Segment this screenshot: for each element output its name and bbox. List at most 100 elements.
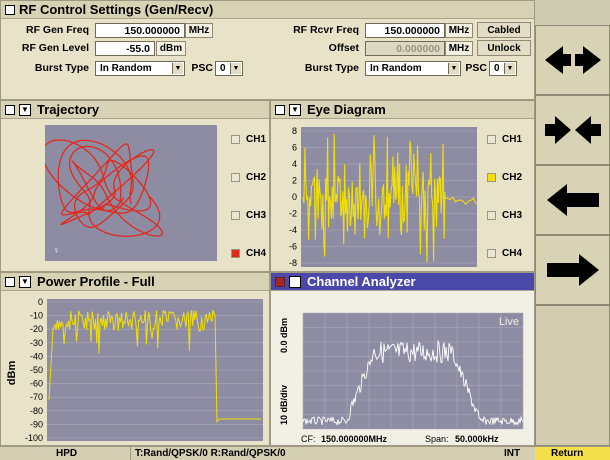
psc-dropdown[interactable]: 0 ▼ <box>215 61 243 76</box>
channel-label: CH1 <box>502 134 523 145</box>
rcvr-psc-dropdown[interactable]: 0 ▼ <box>489 61 517 76</box>
spectrum-ylabel-scale: 10 dB/div <box>279 385 289 425</box>
power-y-tick: -10 <box>30 311 43 321</box>
burst-type-dropdown[interactable]: In Random ▼ <box>95 61 185 76</box>
eye-diagram-panel: ▼ Eye Diagram 8 6 4 2 0 -2 -4 -6 -8 CH1 CH2 CH3 CH4 <box>270 100 535 272</box>
eye-y-tick: -4 <box>289 225 297 235</box>
panel-select-checkbox[interactable] <box>275 104 285 115</box>
trajectory-channel-ch4[interactable]: CH4 <box>231 248 266 259</box>
channel-checkbox[interactable] <box>231 135 240 144</box>
power-y-tick: -40 <box>30 351 43 361</box>
power-profile-title: Power Profile - Full <box>37 274 155 289</box>
channel-checkbox[interactable] <box>487 173 496 182</box>
left-arrow-icon <box>546 184 599 216</box>
eye-y-tick: -2 <box>289 209 297 219</box>
chevron-down-icon[interactable]: ▼ <box>289 275 301 288</box>
chevron-down-icon[interactable]: ▼ <box>19 103 31 116</box>
power-y-tick: -30 <box>30 338 43 348</box>
power-y-tick: -60 <box>30 379 43 389</box>
chevron-down-icon[interactable]: ▼ <box>19 275 31 288</box>
side-button-converge[interactable] <box>535 95 610 165</box>
unlock-button[interactable]: Unlock <box>477 40 531 56</box>
trajectory-channel-ch2[interactable]: CH2 <box>231 172 266 183</box>
eye-channel-ch2[interactable]: CH2 <box>487 172 522 183</box>
trajectory-channel-ch1[interactable]: CH1 <box>231 134 266 145</box>
burst-type-value: In Random <box>100 63 152 74</box>
channel-label: CH3 <box>502 210 523 221</box>
gen-level-field[interactable]: -55.0 <box>95 41 155 56</box>
side-button-left-right[interactable] <box>535 25 610 95</box>
eye-diagram-title: Eye Diagram <box>307 102 386 117</box>
status-config: T:Rand/QPSK/0 R:Rand/QPSK/0 <box>130 446 430 460</box>
channel-checkbox[interactable] <box>231 211 240 220</box>
cf-value: 150.000000MHz <box>321 434 388 444</box>
panel-select-checkbox[interactable] <box>275 276 285 287</box>
power-ylabel: dBm <box>6 361 18 386</box>
span-value: 50.000kHz <box>455 434 499 444</box>
side-button-right[interactable] <box>535 235 610 305</box>
eye-channel-ch1[interactable]: CH1 <box>487 134 522 145</box>
eye-y-tick: -6 <box>289 242 297 252</box>
psc-label: PSC <box>191 62 213 74</box>
eye-trace <box>302 133 477 263</box>
power-y-tick: 0 <box>38 297 43 307</box>
rcvr-freq-unit: MHz <box>445 23 473 38</box>
rf-control-panel: RF Control Settings (Gen/Recv) RF Gen Fr… <box>0 0 535 100</box>
trajectory-panel: ▼ Trajectory ♀ CH1 CH2 CH3 CH4 <box>0 100 270 272</box>
panel-select-checkbox[interactable] <box>5 4 15 15</box>
side-button-left[interactable] <box>535 165 610 235</box>
channel-label: CH4 <box>502 248 523 259</box>
channel-label: CH2 <box>246 172 267 183</box>
offset-label: Offset <box>328 42 359 54</box>
return-button[interactable]: Return <box>535 446 610 460</box>
rcvr-freq-field[interactable]: 150.000000 <box>365 23 445 38</box>
chevron-down-icon: ▼ <box>504 63 515 74</box>
power-y-tick: -80 <box>30 406 43 416</box>
channel-analyzer-title: Channel Analyzer <box>307 274 416 289</box>
burst-type-label: Burst Type <box>34 62 89 74</box>
cf-label: CF: <box>301 434 316 444</box>
channel-checkbox[interactable] <box>487 211 496 220</box>
panel-select-checkbox[interactable] <box>5 104 15 115</box>
eye-diagram-plot: 8 6 4 2 0 -2 -4 -6 -8 <box>289 126 477 268</box>
gen-freq-unit: MHz <box>185 23 213 38</box>
gen-level-label: RF Gen Level <box>21 42 89 54</box>
offset-unit: MHz <box>445 41 473 56</box>
cabled-button[interactable]: Cabled <box>477 22 531 38</box>
gen-freq-field[interactable]: 150.000000 <box>95 23 185 38</box>
channel-checkbox[interactable] <box>487 135 496 144</box>
eye-diagram-titlebar: ▼ Eye Diagram <box>271 101 534 119</box>
trajectory-trace <box>45 139 163 237</box>
trajectory-origin-marker: ♀ <box>53 245 60 255</box>
chevron-down-icon[interactable]: ▼ <box>289 103 301 116</box>
status-ref: INT <box>430 446 535 460</box>
channel-label: CH4 <box>246 248 267 259</box>
right-arrow-icon <box>546 254 599 286</box>
rcvr-psc-label: PSC <box>465 62 487 74</box>
offset-field[interactable]: 0.000000 <box>365 41 445 56</box>
power-y-tick: -20 <box>30 324 43 334</box>
channel-checkbox[interactable] <box>231 173 240 182</box>
eye-channel-ch4[interactable]: CH4 <box>487 248 522 259</box>
eye-y-tick: 0 <box>292 192 297 202</box>
trajectory-channel-ch3[interactable]: CH3 <box>231 210 266 221</box>
rf-control-title: RF Control Settings (Gen/Recv) <box>19 2 214 17</box>
eye-channel-ch3[interactable]: CH3 <box>487 210 522 221</box>
channel-analyzer-panel: ▼ Channel Analyzer Live 10 dB/div 0.0 dBm C… <box>270 272 535 446</box>
channel-checkbox[interactable] <box>231 249 240 258</box>
panel-select-checkbox[interactable] <box>5 276 15 287</box>
chevron-down-icon: ▼ <box>172 63 183 74</box>
channel-label: CH2 <box>502 172 523 183</box>
channel-checkbox[interactable] <box>487 249 496 258</box>
channel-analyzer-titlebar: ▼ Channel Analyzer <box>271 273 534 291</box>
rf-control-titlebar: RF Control Settings (Gen/Recv) <box>1 1 534 19</box>
rcvr-burst-type-dropdown[interactable]: In Random ▼ <box>365 61 461 76</box>
eye-y-tick: 2 <box>292 176 297 186</box>
span-label: Span: <box>425 434 449 444</box>
eye-y-tick: 4 <box>292 159 297 169</box>
eye-y-tick: -8 <box>289 258 297 268</box>
power-y-tick: -70 <box>30 392 43 402</box>
side-button-blank <box>535 305 610 446</box>
gen-freq-label: RF Gen Freq <box>25 24 89 36</box>
status-mode: HPD <box>0 446 130 460</box>
